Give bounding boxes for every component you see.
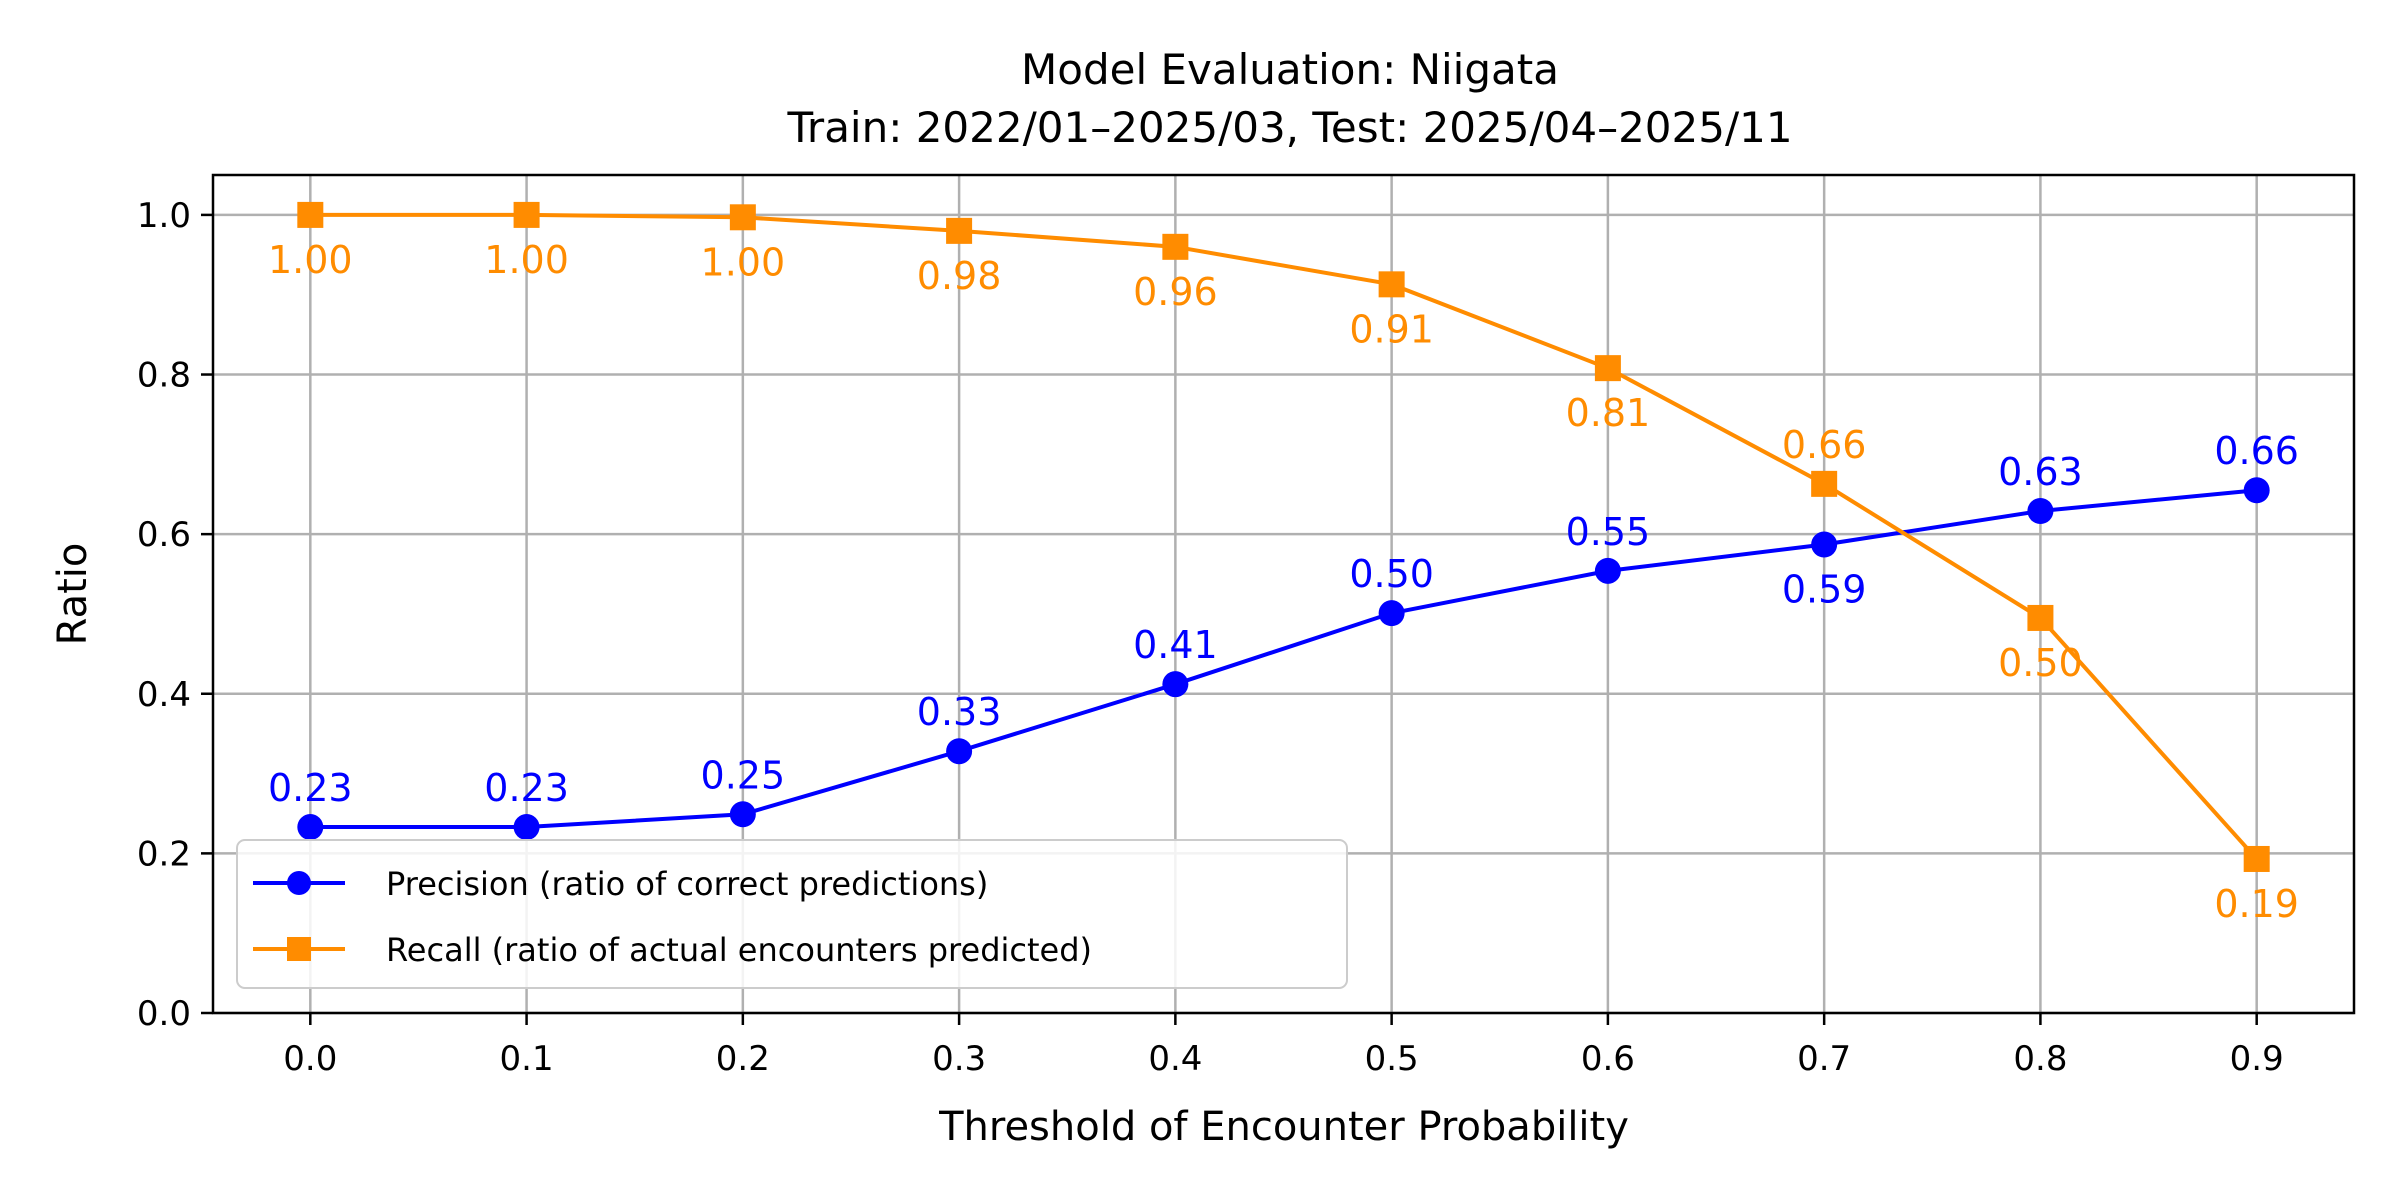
precision-data-label: 0.25 <box>701 753 786 797</box>
precision-point <box>2243 477 2270 504</box>
recall-point <box>513 201 540 228</box>
precision-point <box>2027 497 2054 524</box>
recall-data-label: 0.81 <box>1566 391 1651 435</box>
legend-precision-label: Precision (ratio of correct predictions) <box>386 865 988 903</box>
precision-point <box>1162 671 1189 698</box>
recall-data-label: 0.19 <box>2214 882 2299 926</box>
precision-data-label: 0.63 <box>1998 450 2083 494</box>
x-tick-label: 0.5 <box>1365 1039 1419 1079</box>
recall-point <box>297 201 324 228</box>
precision-point <box>729 801 756 828</box>
y-axis-label: Ratio <box>50 543 96 646</box>
ticks: 0.0 0.1 0.2 0.3 0.4 0.5 0.6 0.7 0.8 0.9 0.0 0.2 0.4 0… <box>137 196 2284 1079</box>
plot-frame <box>211 173 2356 1015</box>
recall-point <box>2243 845 2270 872</box>
recall-point <box>946 217 973 244</box>
x-tick-label: 0.4 <box>1148 1039 1202 1079</box>
recall-data-label: 0.66 <box>1782 423 1867 467</box>
x-tick-label: 0.1 <box>500 1039 554 1079</box>
chart-title-line-1: Model Evaluation: Niigata <box>1021 45 1559 94</box>
recall-point <box>2027 604 2054 631</box>
y-tick-label: 0.4 <box>137 675 191 715</box>
legend-recall-label: Recall (ratio of actual encounters predi… <box>386 931 1092 969</box>
y-tick-label: 0.6 <box>137 515 191 555</box>
x-tick-label: 0.2 <box>716 1039 770 1079</box>
recall-data-label: 1.00 <box>268 238 353 282</box>
recall-point <box>1811 470 1838 497</box>
recall-data-label: 1.00 <box>484 238 569 282</box>
recall-point <box>1378 271 1405 298</box>
y-tick-label: 0.2 <box>137 834 191 874</box>
x-tick-label: 0.6 <box>1581 1039 1635 1079</box>
precision-point <box>513 814 540 841</box>
precision-data-label: 0.23 <box>484 766 569 810</box>
precision-data-label: 0.41 <box>1133 623 1218 667</box>
series-line-precision <box>310 488 2257 830</box>
legend: Precision (ratio of correct predictions)… <box>236 839 1348 989</box>
chart-title-line-2: Train: 2022/01–2025/03, Test: 2025/04–20… <box>786 103 1792 152</box>
y-tick-label: 1.0 <box>137 196 191 236</box>
x-tick-label: 0.3 <box>932 1039 986 1079</box>
precision-data-label: 0.66 <box>2214 429 2299 473</box>
recall-data-label: 0.96 <box>1133 270 1218 314</box>
recall-point <box>1594 355 1621 382</box>
recall-data-label: 0.50 <box>1998 641 2083 685</box>
precision-data-label: 0.23 <box>268 766 353 810</box>
recall-point <box>729 204 756 231</box>
precision-data-label: 0.55 <box>1566 510 1651 554</box>
precision-point <box>297 814 324 841</box>
precision-data-label: 0.50 <box>1349 552 1434 596</box>
precision-point <box>1378 600 1405 627</box>
precision-data-label: 0.33 <box>917 690 1002 734</box>
recall-data-label: 1.00 <box>701 240 786 284</box>
precision-point <box>1594 557 1621 584</box>
recall-data-label: 0.98 <box>917 254 1002 298</box>
series-line-recall <box>310 212 2259 861</box>
x-axis-label: Threshold of Encounter Probability <box>938 1104 1629 1150</box>
precision-point <box>1811 531 1838 558</box>
y-tick-label: 0.0 <box>137 994 191 1034</box>
precision-point <box>946 738 973 765</box>
recall-point <box>1162 233 1189 260</box>
precision-data-label: 0.59 <box>1782 568 1867 612</box>
x-tick-label: 0.0 <box>283 1039 337 1079</box>
legend-box <box>236 839 1348 989</box>
y-tick-label: 0.8 <box>137 356 191 396</box>
x-tick-label: 0.9 <box>2230 1039 2284 1079</box>
legend-recall-marker <box>287 937 311 961</box>
recall-data-label: 0.91 <box>1349 307 1434 351</box>
x-tick-label: 0.7 <box>1797 1039 1851 1079</box>
x-tick-label: 0.8 <box>2013 1039 2067 1079</box>
series: 0.23 0.23 0.25 0.33 0.41 0.50 0.55 0.59 0.63 0.66… <box>268 201 2299 926</box>
legend-precision-marker <box>287 871 311 895</box>
